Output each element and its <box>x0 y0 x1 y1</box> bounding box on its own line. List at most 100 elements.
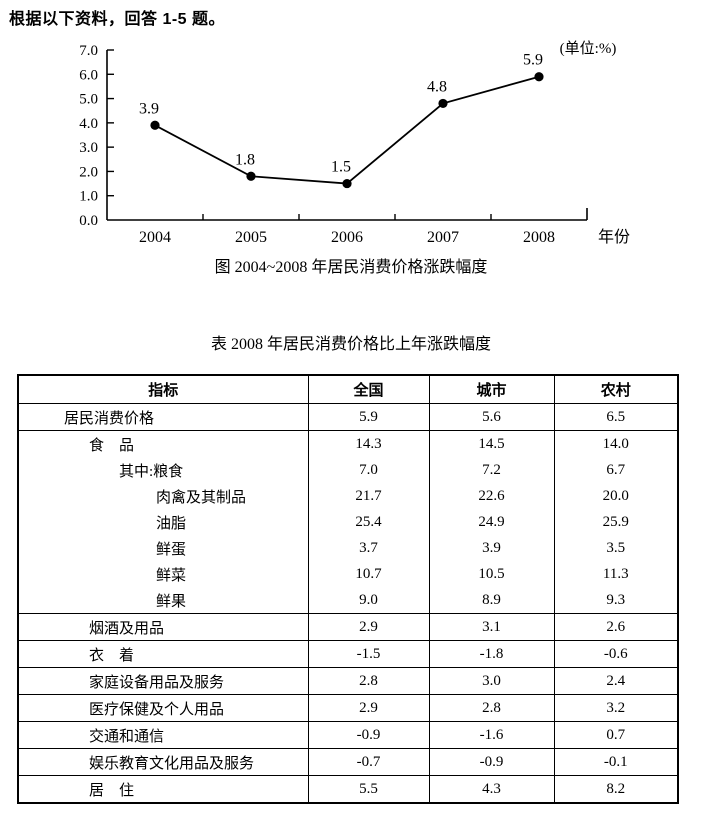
column-header: 指标 <box>18 375 308 404</box>
value-cell: 25.9 <box>553 509 678 535</box>
value-cell: 3.5 <box>553 535 678 561</box>
value-cell: 5.6 <box>428 403 554 431</box>
unit-label: (单位:%) <box>560 40 617 57</box>
value-cell: 14.0 <box>553 430 678 457</box>
table-row: 鲜菜 10.7 10.5 11.3 <box>18 561 678 587</box>
data-point-2005 <box>246 171 256 181</box>
y-tick-label: 2.0 <box>79 164 98 180</box>
column-header: 城市 <box>428 375 554 404</box>
year-tick-label: 2007 <box>427 229 459 246</box>
indicator-cell: 油脂 <box>156 515 187 532</box>
table-container: 指标 全国 城市 农村 居民消费价格 5.9 5.6 6.5 食 品 14.3 14.5 14.0 其… <box>17 374 679 804</box>
value-cell: 2.9 <box>307 694 429 722</box>
value-cell: 21.7 <box>307 483 429 509</box>
value-cell: 24.9 <box>428 509 554 535</box>
table-row: 医疗保健及个人用品 2.9 2.8 3.2 <box>18 694 678 722</box>
indicator-cell: 娱乐教育文化用品及服务 <box>18 748 308 776</box>
table-row: 居 住 5.5 4.3 8.2 <box>18 775 678 803</box>
value-cell: 2.8 <box>307 667 429 695</box>
value-cell: -0.9 <box>428 748 554 776</box>
table-row: 衣 着 -1.5 -1.8 -0.6 <box>18 640 678 668</box>
value-cell: 10.7 <box>307 561 429 587</box>
value-cell: 7.0 <box>307 457 429 483</box>
value-cell: 7.2 <box>428 457 554 483</box>
value-cell: 3.7 <box>307 535 429 561</box>
table-row: 烟酒及用品 2.9 3.1 2.6 <box>18 613 678 641</box>
value-cell: 25.4 <box>307 509 429 535</box>
data-point-label: 1.5 <box>331 159 351 176</box>
figure-caption: 图 2004~2008 年居民消费价格涨跌幅度 <box>214 259 488 276</box>
x-axis-title: 年份 <box>598 228 630 246</box>
value-cell: -0.7 <box>307 748 429 776</box>
y-tick-label: 7.0 <box>79 43 98 59</box>
value-cell: -0.9 <box>307 721 429 749</box>
value-cell: 2.9 <box>307 613 429 641</box>
value-cell: -0.1 <box>553 748 678 776</box>
indicator-cell: 烟酒及用品 <box>18 613 308 641</box>
y-tick-label: 3.0 <box>79 140 98 156</box>
data-point-label: 5.9 <box>523 52 543 69</box>
value-cell: 8.2 <box>553 775 678 803</box>
value-cell: 20.0 <box>553 483 678 509</box>
value-cell: 11.3 <box>553 561 678 587</box>
instruction-text: 根据以下资料，回答 1-5 题。 <box>9 11 226 28</box>
table-row: 食 品 14.3 14.5 14.0 <box>18 430 678 457</box>
value-cell: 5.9 <box>307 403 429 431</box>
indicator-cell: 衣 着 <box>18 640 308 668</box>
value-cell: 3.2 <box>553 694 678 722</box>
value-cell: 8.9 <box>428 587 554 614</box>
data-point-2008 <box>534 72 544 82</box>
indicator-cell: 医疗保健及个人用品 <box>18 694 308 722</box>
indicator-cell: 其中:粮食 <box>119 463 184 480</box>
cpi-line-chart: 0.0 1.0 2.0 3.0 4.0 5.0 6.0 7.0 3.9 1.8 1.5 4.8 5.9 2… <box>79 40 630 246</box>
table-row: 娱乐教育文化用品及服务 -0.7 -0.9 -0.1 <box>18 748 678 776</box>
table-row: 鲜果 9.0 8.9 9.3 <box>18 587 678 614</box>
value-cell: 14.3 <box>307 430 429 457</box>
indicator-cell: 居民消费价格 <box>18 403 308 431</box>
year-tick-label: 2008 <box>523 229 555 246</box>
value-cell: 9.3 <box>553 587 678 614</box>
value-cell: 14.5 <box>428 430 554 457</box>
value-cell: -1.6 <box>428 721 554 749</box>
data-point-label: 1.8 <box>235 151 255 168</box>
y-tick-label: 1.0 <box>79 189 98 205</box>
value-cell: 3.1 <box>428 613 554 641</box>
value-cell: -0.6 <box>553 640 678 668</box>
value-cell: 2.6 <box>553 613 678 641</box>
value-cell: -1.8 <box>428 640 554 668</box>
indicator-cell: 家庭设备用品及服务 <box>18 667 308 695</box>
y-tick-label: 6.0 <box>79 67 98 83</box>
value-cell: 2.8 <box>428 694 554 722</box>
value-cell: 22.6 <box>428 483 554 509</box>
data-point-2006 <box>342 178 352 189</box>
value-cell: -1.5 <box>307 640 429 668</box>
table-row: 居民消费价格 5.9 5.6 6.5 <box>18 403 678 431</box>
indicator-cell: 居 住 <box>18 775 308 803</box>
y-tick-label: 0.0 <box>79 213 98 229</box>
value-cell: 10.5 <box>428 561 554 587</box>
indicator-cell: 肉禽及其制品 <box>156 489 247 506</box>
year-tick-label: 2005 <box>235 229 267 246</box>
table-header-row: 指标 全国 城市 农村 <box>18 375 678 404</box>
data-point-2004 <box>150 120 160 130</box>
table-row: 鲜蛋 3.7 3.9 3.5 <box>18 535 678 561</box>
indicator-cell: 鲜果 <box>156 593 187 610</box>
table-row: 交通和通信 -0.9 -1.6 0.7 <box>18 721 678 749</box>
data-point-label: 4.8 <box>427 78 447 95</box>
indicator-cell: 鲜蛋 <box>156 541 187 558</box>
value-cell: 9.0 <box>307 587 429 614</box>
column-header: 全国 <box>307 375 429 404</box>
value-cell: 3.9 <box>428 535 554 561</box>
table-row: 家庭设备用品及服务 2.8 3.0 2.4 <box>18 667 678 695</box>
year-tick-label: 2006 <box>331 229 363 246</box>
column-header: 农村 <box>553 375 678 404</box>
y-tick-label: 4.0 <box>79 116 98 132</box>
table-row: 油脂 25.4 24.9 25.9 <box>18 509 678 535</box>
indicator-cell: 食 品 <box>18 430 308 457</box>
table-row: 肉禽及其制品 21.7 22.6 20.0 <box>18 483 678 509</box>
table-title: 表 2008 年居民消费价格比上年涨跌幅度 <box>210 336 491 353</box>
value-cell: 2.4 <box>553 667 678 695</box>
value-cell: 6.5 <box>553 403 678 431</box>
indicator-cell: 交通和通信 <box>18 721 308 749</box>
indicator-cell: 鲜菜 <box>156 567 187 584</box>
